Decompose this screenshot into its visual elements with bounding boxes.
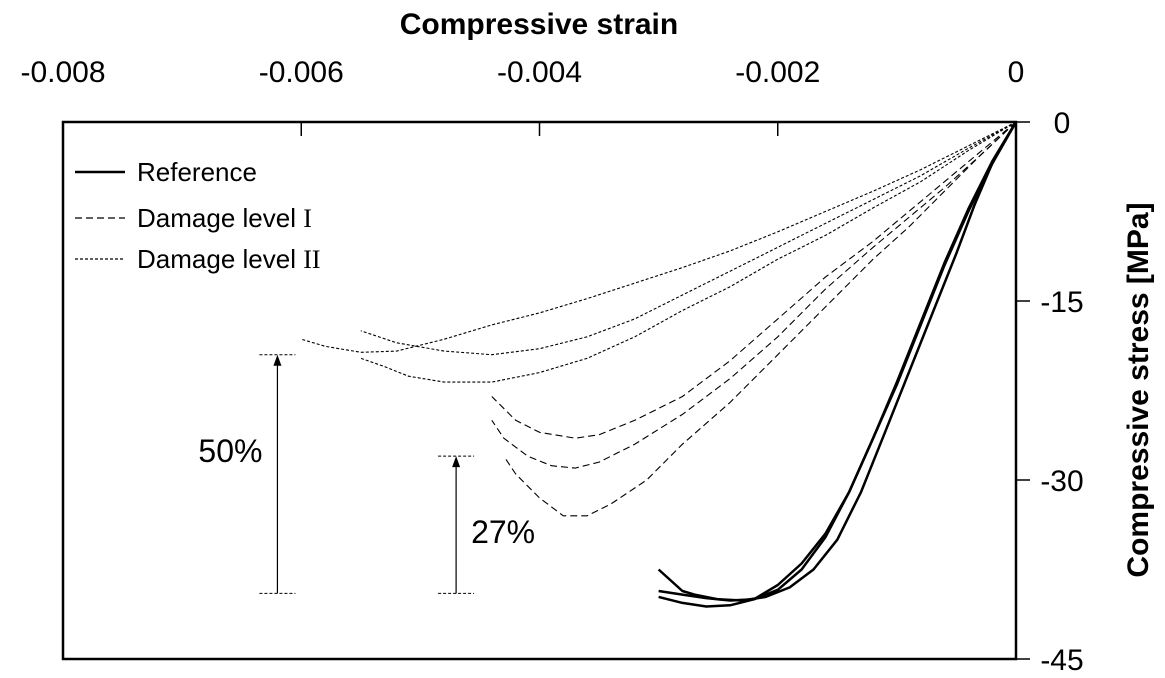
series-line-damage-level-i — [491, 121, 1017, 469]
x-tick-label: -0.006 — [259, 56, 344, 89]
annotation-arrow-head — [273, 354, 282, 366]
series-line-reference — [657, 121, 1018, 602]
annotation-arrow-head — [452, 456, 461, 468]
y-tick-label: 0 — [1054, 107, 1071, 140]
x-tick-label: 0 — [1008, 56, 1025, 89]
annotation-layer: 50% 27% — [198, 354, 535, 594]
y-axis-title: Compressive stress [MPa] — [1122, 202, 1155, 577]
x-tick-label: -0.002 — [735, 56, 820, 89]
annotation-label: 27% — [471, 514, 535, 550]
series-line-damage-level-ii — [301, 121, 1017, 353]
series-line-damage-level-i — [503, 121, 1017, 517]
series-line-damage-level-ii — [360, 121, 1017, 383]
x-axis-title: Compressive strain — [400, 8, 678, 41]
legend-label-reference: Reference — [137, 157, 257, 187]
series-line-reference — [658, 121, 1018, 602]
y-tick-label: -30 — [1040, 465, 1083, 498]
legend-label-damage-level-1: Damage level I — [137, 203, 312, 233]
y-tick-group: 0 -15 -30 -45 — [1016, 107, 1084, 677]
series-layer — [301, 121, 1018, 608]
y-tick-label: -45 — [1040, 644, 1083, 677]
legend-label-damage-level-2: Damage level II — [137, 244, 321, 274]
legend: Reference Damage level I Damage level II — [75, 157, 321, 274]
annotation-label: 50% — [198, 433, 262, 469]
y-tick-label: -15 — [1040, 286, 1083, 319]
x-tick-label: -0.004 — [497, 56, 582, 89]
x-tick-label: -0.008 — [20, 56, 105, 89]
x-tick-group: -0.008 -0.006 -0.004 -0.002 0 — [20, 56, 1024, 136]
series-line-reference — [658, 121, 1018, 608]
series-line-damage-level-i — [491, 121, 1017, 439]
series-line-damage-level-ii — [360, 121, 1017, 356]
